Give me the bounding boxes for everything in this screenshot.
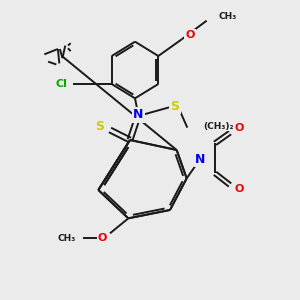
Text: CH₃: CH₃ (58, 234, 76, 243)
Text: N: N (195, 153, 205, 166)
Text: O: O (235, 123, 244, 133)
Text: N: N (133, 109, 143, 122)
Text: O: O (98, 233, 107, 243)
Text: O: O (185, 30, 195, 40)
Text: CH₃: CH₃ (218, 12, 237, 21)
Text: S: S (170, 100, 179, 113)
Text: S: S (95, 119, 104, 133)
Text: (CH₃)₂: (CH₃)₂ (203, 122, 234, 130)
Text: Cl: Cl (56, 79, 68, 89)
Text: O: O (235, 184, 244, 194)
